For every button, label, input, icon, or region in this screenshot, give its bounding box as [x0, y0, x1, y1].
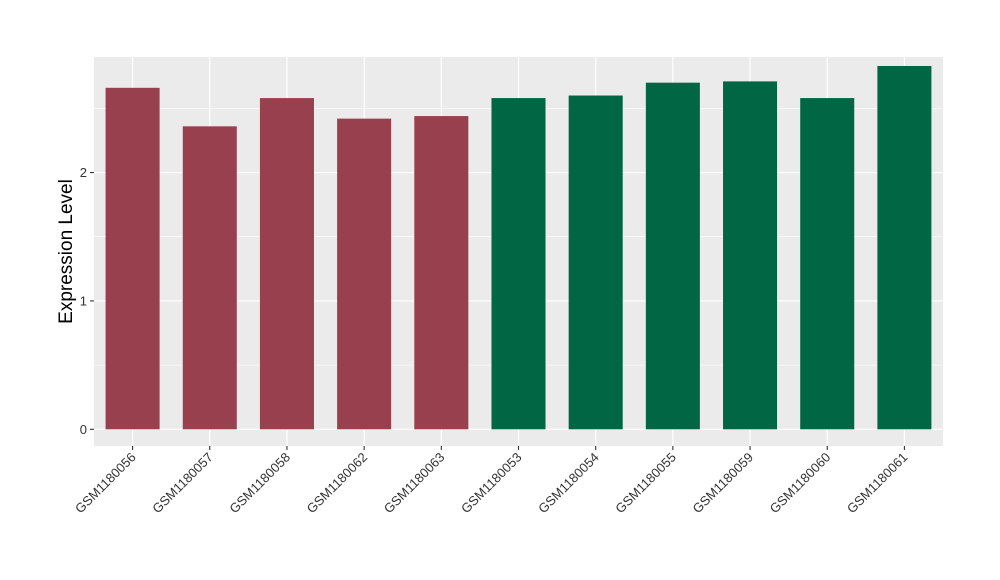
x-tick-label: GSM1180058	[226, 450, 293, 517]
y-axis-title: Expression Level	[56, 179, 77, 324]
x-tick-label: GSM1180055	[612, 450, 679, 517]
bar-GSM1180063	[414, 116, 469, 430]
bar-GSM1180060	[800, 98, 855, 430]
bar-GSM1180059	[723, 81, 778, 430]
bar-GSM1180061	[877, 65, 932, 430]
x-tick-label: GSM1180060	[767, 450, 834, 517]
y-tick-label: 1	[80, 293, 87, 308]
y-tick-label: 0	[80, 422, 87, 437]
x-tick-label: GSM1180063	[381, 450, 448, 517]
bar-GSM1180056	[105, 87, 160, 430]
bar-GSM1180053	[491, 98, 546, 430]
x-tick-label: GSM1180062	[304, 450, 371, 517]
x-tick-label: GSM1180056	[72, 450, 139, 517]
x-tick-label: GSM1180054	[535, 450, 602, 517]
x-tick-label: GSM1180053	[458, 450, 525, 517]
bar-GSM1180054	[568, 95, 623, 430]
bar-GSM1180062	[337, 118, 392, 430]
bar-GSM1180055	[645, 82, 700, 430]
x-tick-label: GSM1180059	[690, 450, 757, 517]
x-tick-label: GSM1180061	[844, 450, 911, 517]
bars	[105, 65, 932, 430]
y-axis: 0 1 2	[80, 165, 94, 437]
bar-GSM1180058	[259, 98, 314, 430]
x-axis: GSM1180056 GSM1180057 GSM1180058 GSM1180062…	[72, 446, 911, 517]
bar-GSM1180057	[182, 126, 237, 430]
x-tick-label: GSM1180057	[149, 450, 216, 517]
y-tick-label: 2	[80, 165, 87, 180]
